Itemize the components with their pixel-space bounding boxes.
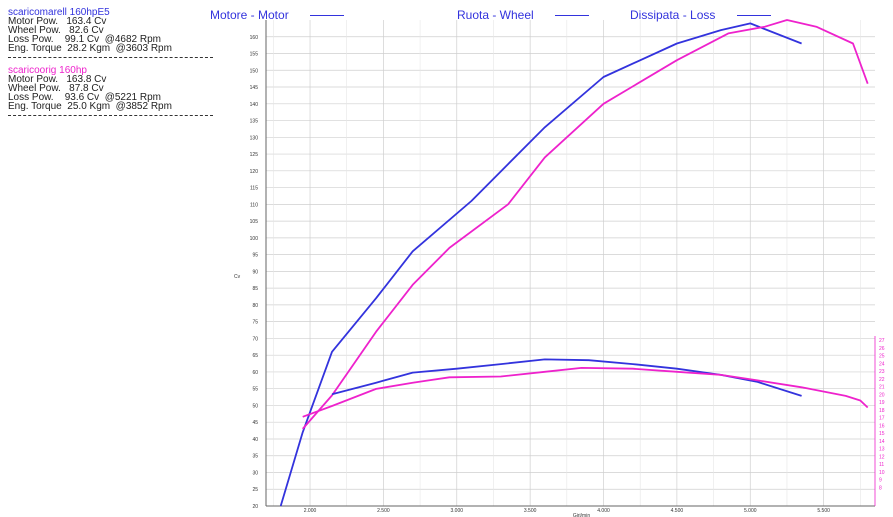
x-tick-label: 3.500 bbox=[524, 508, 537, 514]
series-line bbox=[302, 366, 869, 418]
x-tick-label: 4.000 bbox=[597, 508, 610, 514]
y2-tick-label: 24 bbox=[879, 361, 885, 367]
y-tick-label: 55 bbox=[252, 387, 258, 393]
y-tick-label: 50 bbox=[252, 403, 258, 409]
run-stat: Loss Pow. 99.1 Cv @4682 Rpm bbox=[8, 34, 162, 45]
y2-tick-label: 27 bbox=[879, 338, 885, 344]
y-tick-label: 75 bbox=[252, 320, 258, 326]
run-info-panel: scaricomarell 160hpE5 Motor Pow. 163.4 Cv… bbox=[8, 8, 238, 124]
y-tick-label: 30 bbox=[252, 470, 258, 476]
x-tick-label: 2.500 bbox=[377, 508, 390, 514]
series-line bbox=[279, 22, 802, 507]
y2-tick-label: 22 bbox=[879, 377, 885, 383]
run-block: scaricomarell 160hpE5 Motor Pow. 163.4 Cv… bbox=[8, 7, 238, 54]
run-stat: Wheel Pow. 82.6 Cv bbox=[8, 25, 104, 36]
y2-tick-label: 9 bbox=[879, 478, 882, 484]
y2-tick-label: 20 bbox=[879, 392, 885, 398]
y2-tick-label: 23 bbox=[879, 369, 885, 375]
y-tick-label: 100 bbox=[250, 236, 259, 242]
y-tick-label: 135 bbox=[250, 119, 259, 125]
run-block: scaricoorig 160hp Motor Pow. 163.8 Cv Whee… bbox=[8, 65, 238, 112]
y2-tick-label: 17 bbox=[879, 416, 885, 422]
y-tick-label: 80 bbox=[252, 303, 258, 309]
y2-tick-label: 26 bbox=[879, 346, 885, 352]
y-tick-label: 85 bbox=[252, 286, 258, 292]
y2-tick-label: 19 bbox=[879, 400, 885, 406]
legend-label-wheel: Ruota - Wheel bbox=[457, 8, 534, 22]
x-axis-label: Giri/min bbox=[573, 513, 590, 517]
y2-tick-label: 21 bbox=[879, 385, 885, 391]
series-line bbox=[302, 19, 869, 430]
legend-label-loss: Dissipata - Loss bbox=[630, 8, 716, 22]
y2-tick-label: 18 bbox=[879, 408, 885, 414]
run-stat: Wheel Pow. 87.8 Cv bbox=[8, 83, 104, 94]
run-name: scaricoorig 160hp bbox=[8, 65, 87, 76]
y2-tick-label: 15 bbox=[879, 431, 885, 437]
y-tick-label: 130 bbox=[250, 135, 259, 141]
y2-tick-label: 10 bbox=[879, 470, 885, 476]
y-tick-label: 95 bbox=[252, 253, 258, 259]
y-tick-label: 150 bbox=[250, 68, 259, 74]
legend-item-motor: Motore - Motor bbox=[210, 8, 345, 22]
y-tick-label: 20 bbox=[252, 504, 258, 510]
y-tick-label: 25 bbox=[252, 487, 258, 493]
y2-tick-label: 14 bbox=[879, 439, 885, 445]
y2-tick-label: 16 bbox=[879, 423, 885, 429]
y-tick-label: 45 bbox=[252, 420, 258, 426]
run-name: scaricomarell 160hpE5 bbox=[8, 7, 110, 18]
y2-tick-label: 12 bbox=[879, 454, 885, 460]
run-stat: Eng. Torque 25.0 Kgm @3852 Rpm bbox=[8, 101, 172, 112]
separator bbox=[8, 57, 213, 58]
y-tick-label: 60 bbox=[252, 370, 258, 376]
y-tick-label: 145 bbox=[250, 85, 259, 91]
run-stat: Loss Pow. 93.6 Cv @5221 Rpm bbox=[8, 92, 162, 103]
y-tick-label: 70 bbox=[252, 336, 258, 342]
run-stat: Motor Pow. 163.4 Cv bbox=[8, 16, 107, 27]
legend-label-motor: Motore - Motor bbox=[210, 8, 289, 22]
x-tick-label: 5.500 bbox=[817, 508, 830, 514]
x-tick-label: 2.000 bbox=[304, 508, 317, 514]
y2-tick-label: 8 bbox=[879, 485, 882, 491]
y-tick-label: 140 bbox=[250, 102, 259, 108]
y-tick-label: 115 bbox=[250, 186, 258, 192]
legend-line-motor bbox=[310, 15, 345, 17]
y2-tick-label: 11 bbox=[879, 462, 884, 468]
y2-tick-label: 13 bbox=[879, 447, 885, 453]
y-tick-label: 120 bbox=[250, 169, 259, 175]
y-tick-label: 35 bbox=[252, 454, 258, 460]
x-tick-label: 3.000 bbox=[451, 508, 464, 514]
y-tick-label: 155 bbox=[250, 52, 259, 58]
y-tick-label: 65 bbox=[252, 353, 258, 359]
y-tick-label: 160 bbox=[250, 35, 259, 41]
run-stat: Eng. Torque 28.2 Kgm @3603 Rpm bbox=[8, 43, 172, 54]
chart-legend: Motore - Motor Ruota - Wheel Dissipata -… bbox=[210, 8, 830, 22]
legend-line-loss bbox=[736, 15, 771, 17]
y2-tick-label: 25 bbox=[879, 354, 885, 360]
run-stat: Motor Pow. 163.8 Cv bbox=[8, 74, 107, 85]
y-tick-label: 110 bbox=[250, 202, 258, 208]
y-axis-label: Cv bbox=[234, 274, 241, 280]
legend-item-loss: Dissipata - Loss bbox=[630, 8, 771, 22]
x-tick-label: 5.000 bbox=[744, 508, 757, 514]
legend-item-wheel: Ruota - Wheel bbox=[457, 8, 590, 22]
y-tick-label: 125 bbox=[250, 152, 259, 158]
y-tick-label: 40 bbox=[252, 437, 258, 443]
separator bbox=[8, 115, 213, 116]
legend-line-wheel bbox=[555, 15, 590, 17]
y-tick-label: 90 bbox=[252, 269, 258, 275]
x-tick-label: 4.500 bbox=[671, 508, 684, 514]
y-tick-label: 105 bbox=[250, 219, 259, 225]
